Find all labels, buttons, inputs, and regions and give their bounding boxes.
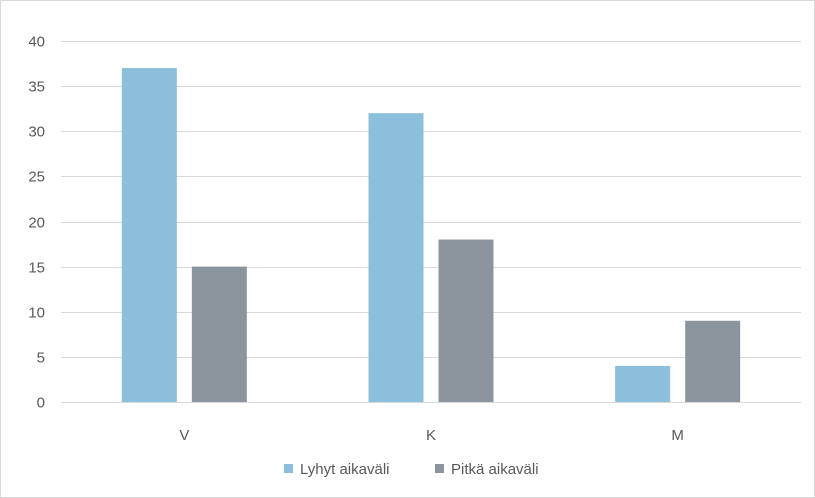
legend: Lyhyt aikaväli Pitkä aikaväli xyxy=(284,461,539,478)
y-tick-label: 25 xyxy=(28,169,45,186)
y-tick-label: 5 xyxy=(37,350,45,367)
y-tick-label: 10 xyxy=(28,305,45,322)
y-axis-tick-labels: 0 5 10 15 20 25 30 35 40 xyxy=(28,34,45,412)
legend-swatch xyxy=(284,464,293,473)
bar-short-term-k xyxy=(368,113,424,402)
y-tick-label: 30 xyxy=(28,124,45,141)
x-category-label: K xyxy=(426,427,436,444)
legend-label: Lyhyt aikaväli xyxy=(300,461,390,478)
bar-short-term-m xyxy=(615,365,671,402)
bar-long-term-v xyxy=(191,266,247,402)
gridlines xyxy=(61,41,801,403)
legend-swatch xyxy=(435,464,444,473)
bar-long-term-k xyxy=(438,239,494,402)
bar-short-term-v xyxy=(121,68,177,402)
legend-label: Pitkä aikaväli xyxy=(451,461,539,478)
x-category-label: V xyxy=(179,427,189,444)
bars xyxy=(121,68,741,402)
x-category-label: M xyxy=(671,427,684,444)
y-tick-label: 40 xyxy=(28,34,45,51)
y-tick-label: 0 xyxy=(37,395,45,412)
y-tick-label: 35 xyxy=(28,79,45,96)
bar-long-term-m xyxy=(685,320,741,402)
y-tick-label: 20 xyxy=(28,215,45,232)
y-tick-label: 15 xyxy=(28,260,45,277)
